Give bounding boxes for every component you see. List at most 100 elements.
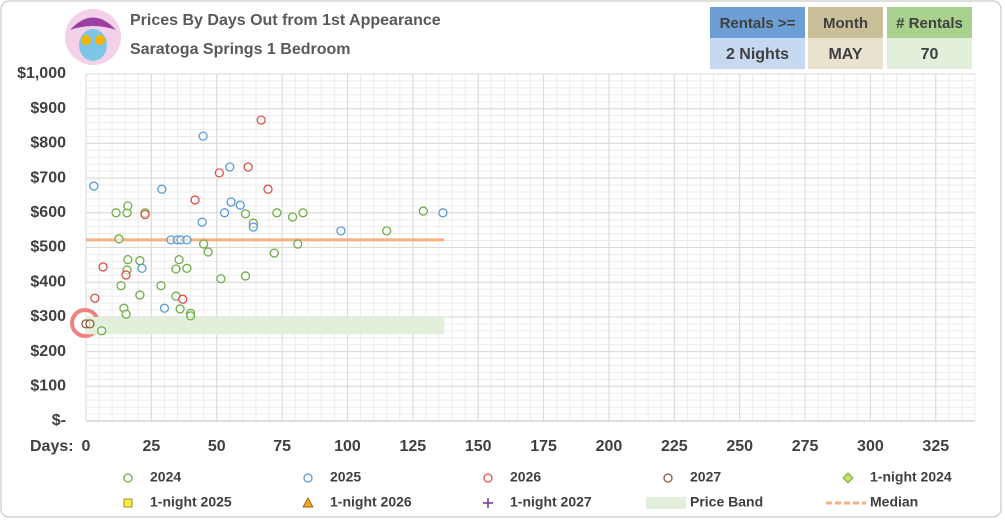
info-box-label: Month [823,15,868,32]
point [263,184,273,194]
point [226,197,236,207]
point [240,271,251,281]
point [203,247,213,257]
legend-marker [302,497,314,508]
point [198,131,208,141]
x-tick-label: 300 [857,438,884,455]
legend-marker [646,497,686,509]
y-tick-label: $900 [30,100,66,117]
point [190,195,200,205]
legend-marker [663,473,673,483]
legend-marker [842,472,854,484]
x-tick-label: 200 [596,438,623,455]
info-box-label: # Rentals [896,15,963,32]
point [156,281,166,291]
point [89,181,99,191]
point [98,262,108,272]
info-box-text: 2 Nights [726,46,789,63]
info-box-header [710,7,805,38]
legend-label: 2027 [690,469,721,485]
point [298,208,308,218]
legend-label: Price Band [690,494,763,510]
point [235,200,245,210]
point [85,319,95,329]
info-box-text: MAY [828,46,862,63]
point [269,248,279,258]
legend-marker [483,473,493,483]
point [336,226,346,236]
x-tick-label: 25 [142,438,160,455]
point [135,256,145,266]
point [159,303,170,313]
point [225,162,235,172]
point [199,239,209,249]
y-tick-label: $700 [30,169,66,186]
grid [85,73,976,422]
point [97,326,107,336]
chart-title: Prices By Days Out from 1st Appearance [130,12,441,29]
point [171,264,181,274]
x-tick-label: 100 [334,438,361,455]
point [182,263,192,273]
info-box-value [887,38,972,69]
point [287,212,298,222]
y-tick-label: $800 [30,135,66,152]
point [214,168,225,178]
point [216,274,226,284]
y-tick-label: $400 [30,273,66,290]
point [114,234,124,244]
point [182,235,192,245]
legend-label: Median [870,494,918,510]
x-tick-label: 175 [530,438,557,455]
info-box-label: Rentals >= [720,15,796,32]
legend-label: 2024 [150,469,181,485]
y-tick-label: $- [52,412,66,429]
legend-marker [123,498,133,508]
point [185,311,196,321]
point [382,226,392,236]
point [197,217,207,227]
point [243,162,253,172]
point [111,208,121,218]
logo [65,9,121,65]
point [248,222,258,232]
info-box-header [808,7,883,38]
point [135,290,145,300]
x-axis-label: Days: [30,438,74,455]
legend-marker [303,473,313,483]
x-tick-label: 250 [726,438,753,455]
legend-label: 1-night 2025 [150,494,232,510]
point [123,201,133,211]
point [293,239,303,249]
point [140,209,150,220]
y-tick-label: $300 [30,308,66,325]
x-tick-label: 75 [273,438,291,455]
y-tick-label: $600 [30,204,66,221]
price-band [86,316,445,335]
point [219,208,230,218]
point [178,294,188,304]
point [175,304,185,314]
point [116,281,126,291]
legend-label: 1-night 2026 [330,494,412,510]
point [240,209,251,219]
point [90,293,100,303]
x-tick-label: 325 [922,438,949,455]
point [256,115,266,125]
point [121,270,131,280]
point [123,254,133,265]
info-box-value [710,38,805,69]
x-tick-label: 50 [208,438,226,455]
point [272,208,282,218]
legend-marker [123,473,133,483]
info-box-header [887,7,972,38]
y-tick-label: $200 [30,343,66,360]
x-tick-label: 275 [792,438,819,455]
y-tick-label: $500 [30,239,66,256]
point [418,206,428,216]
x-tick-label: 225 [661,438,688,455]
legend-label: 2025 [330,469,361,485]
point [174,254,184,265]
point [157,184,167,194]
